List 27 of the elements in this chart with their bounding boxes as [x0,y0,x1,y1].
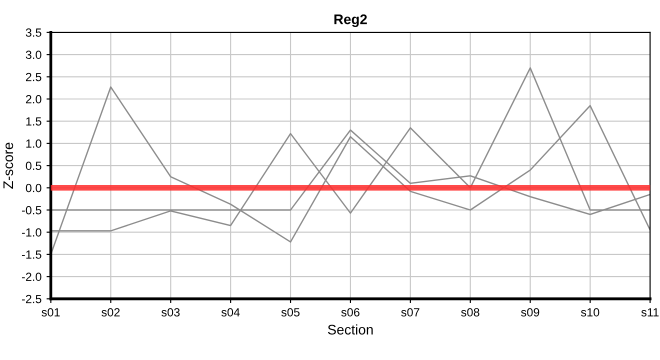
x-tick-label: s04 [221,308,240,316]
y-tick-label: -1.5 [22,250,42,259]
x-tick-label: s08 [461,308,480,316]
y-tick-label: 2.5 [26,72,42,82]
y-axis-title: Z-score [3,142,14,189]
y-tick-label: -2.0 [22,272,42,281]
y-tick-label: 0.5 [26,162,42,170]
chart-title: Reg2 [334,14,367,28]
x-tick-label: s02 [102,308,120,316]
x-tick-label: s06 [341,308,360,316]
y-tick-label: 2.0 [26,95,42,104]
x-tick-label: s09 [521,308,540,316]
x-tick-label: s11 [641,308,659,316]
y-tick-label: -0.5 [22,206,42,214]
y-tick-label: 1.0 [26,139,42,148]
x-tick-label: s05 [281,308,300,316]
x-tick-label: s03 [161,308,180,316]
y-tick-label: 3.5 [26,28,42,37]
y-tick-label: 1.5 [26,117,42,126]
x-tick-label: s01 [42,308,60,316]
x-axis-title: Section [328,324,373,335]
y-tick-label: -1.0 [22,228,42,237]
y-tick-label: -2.5 [22,294,42,304]
y-tick-label: 3.0 [26,50,42,59]
x-tick-label: s10 [580,308,600,316]
y-tick-label: 0.0 [26,184,42,192]
x-tick-label: s07 [401,308,420,316]
